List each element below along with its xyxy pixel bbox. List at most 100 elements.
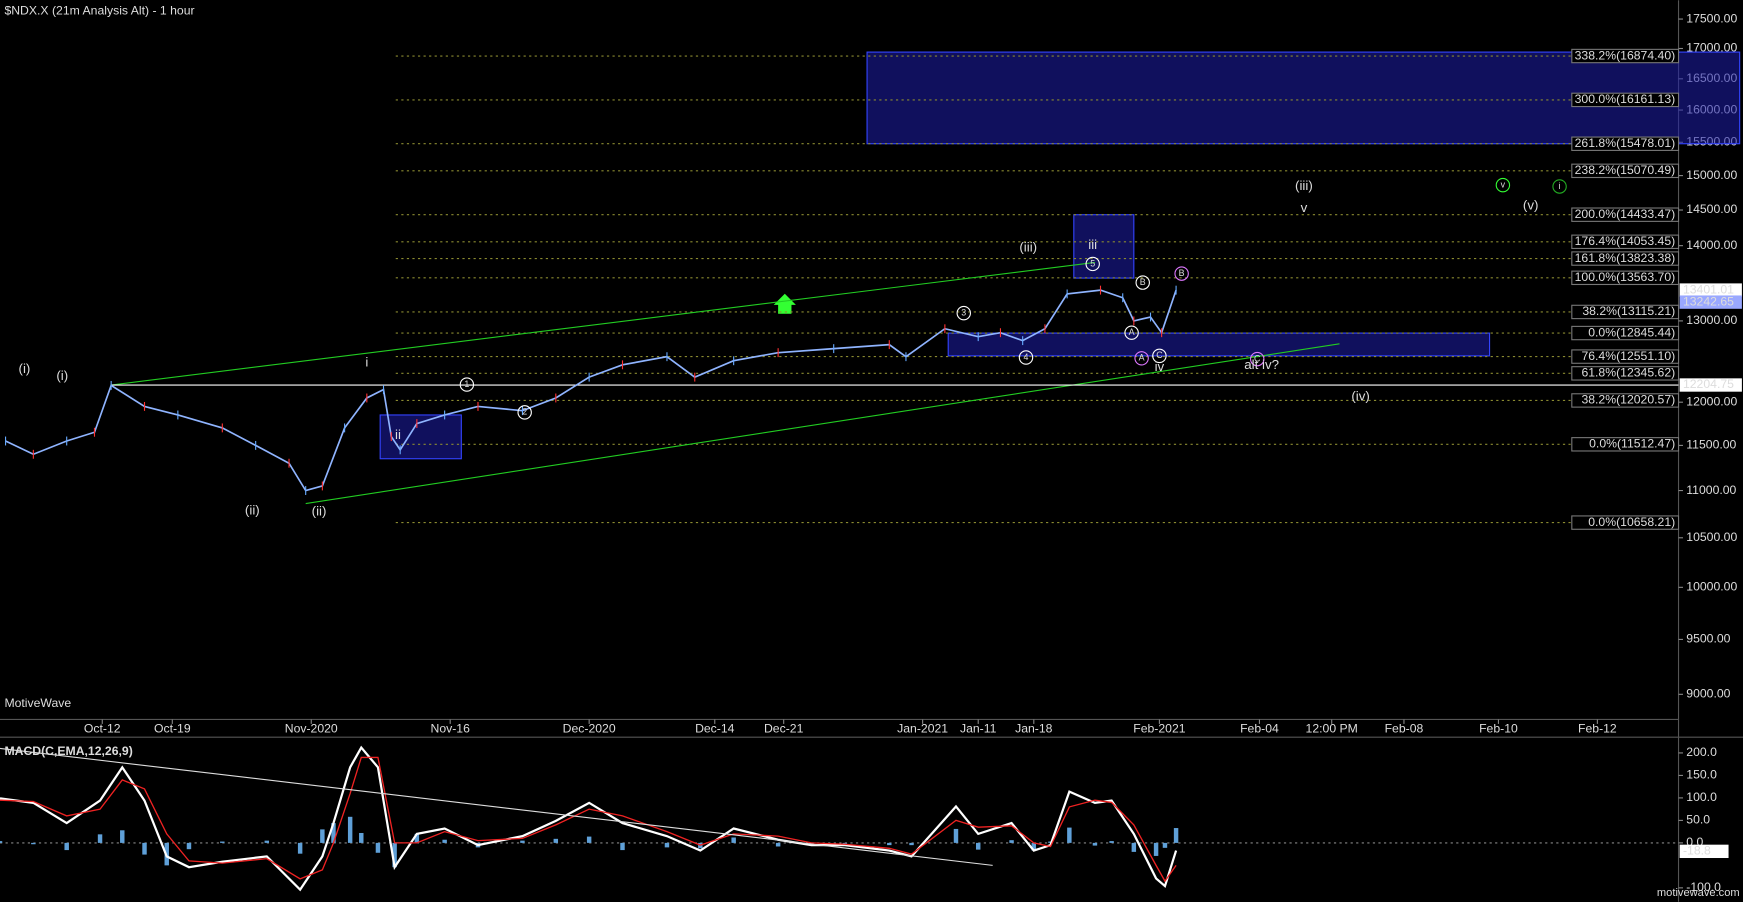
histogram-bar <box>142 842 147 855</box>
y-tick-label: 50.0 <box>1686 813 1710 827</box>
y-tick-label: 13000.00 <box>1686 313 1737 327</box>
wave-label: 4 <box>1024 352 1029 362</box>
wave-label: iii <box>1088 237 1097 252</box>
fib-label: 300.0%(16161.13) <box>1575 92 1676 106</box>
wave-label: v <box>1501 179 1506 189</box>
up-arrow <box>773 293 796 314</box>
x-tick-label: Oct-19 <box>154 722 191 736</box>
histogram-bar <box>120 830 125 843</box>
y-tick-label: 12000.00 <box>1686 394 1737 408</box>
fib-label: 176.4%(14053.45) <box>1575 234 1676 248</box>
histogram-bar <box>64 842 69 851</box>
wave-label: (i) <box>56 368 68 383</box>
wave-label: 5 <box>1090 258 1095 268</box>
histogram-bar <box>1031 842 1037 851</box>
x-tick-label: Jan-11 <box>960 722 997 736</box>
wave-circle <box>1174 266 1189 281</box>
histogram-bar <box>553 838 559 843</box>
histogram-bar <box>392 842 397 868</box>
wave-circle <box>1152 348 1167 364</box>
wave-label: i <box>365 355 368 370</box>
histogram-bar <box>953 828 959 843</box>
histogram-bar <box>331 823 336 843</box>
histogram-bar <box>359 832 364 843</box>
x-tick-label: Dec-14 <box>695 722 735 736</box>
fib-label-bg <box>1571 251 1680 266</box>
fib-label: 100.0%(13563.70) <box>1575 270 1676 284</box>
y-tick-label: 11500.00 <box>1686 438 1736 452</box>
y-tick-label: 10000.00 <box>1686 580 1737 594</box>
trend-line <box>0 747 993 866</box>
price-marker <box>1679 283 1742 297</box>
fib-label: 338.2%(16874.40) <box>1575 48 1676 62</box>
histogram-bar <box>909 842 914 846</box>
y-tick-label: 11000.00 <box>1686 483 1736 497</box>
fib-label: 0.0%(10658.21) <box>1588 515 1675 529</box>
wave-circle <box>1124 325 1139 340</box>
wave-label: A <box>1129 327 1135 337</box>
fib-label: 261.8%(15478.01) <box>1575 136 1676 150</box>
wave-label: 1 <box>464 379 469 389</box>
histogram-bar <box>347 816 353 843</box>
wave-label: 3 <box>961 307 966 317</box>
fib-label-bg <box>1571 136 1680 151</box>
wave-circle <box>1552 179 1567 194</box>
x-tick-label: Feb-2021 <box>1133 722 1186 736</box>
histogram-bar <box>442 839 447 843</box>
histogram-bar <box>1153 842 1159 856</box>
histogram-bar <box>375 842 381 853</box>
fib-label-bg <box>1571 325 1680 341</box>
wave-label: 2 <box>522 407 527 417</box>
wave-label: iv <box>1155 359 1165 374</box>
x-tick-label: Feb-12 <box>1578 722 1617 736</box>
x-tick-label: Feb-10 <box>1479 722 1518 736</box>
wave-label: C <box>1156 350 1163 360</box>
y-tick-label: -100.0 <box>1686 880 1721 894</box>
wave-label: (iii) <box>1019 239 1037 254</box>
macd-title: MACD(C,EMA,12,26,9) <box>4 744 132 758</box>
wave-circle <box>517 405 532 420</box>
histogram-bar <box>887 842 892 846</box>
macd-line <box>0 756 1177 883</box>
x-tick-label: Jan-2021 <box>897 722 948 736</box>
last-value-label: -18.8 <box>1683 844 1711 858</box>
histogram-bar <box>297 842 303 854</box>
histogram-bar <box>1162 842 1168 848</box>
price-marker <box>1679 295 1742 309</box>
x-tick-label: 12:00 PM <box>1306 722 1358 736</box>
fib-label-bg <box>1571 437 1680 452</box>
wave-label: (ii) <box>245 503 260 518</box>
last-value-marker <box>1679 844 1729 859</box>
histogram-bar <box>1009 840 1014 843</box>
fib-label: 0.0%(11512.47) <box>1589 437 1675 451</box>
y-tick-label: 17000.00 <box>1686 41 1737 55</box>
y-tick-label: 14000.00 <box>1686 238 1737 252</box>
histogram-bar <box>0 841 3 843</box>
fib-label: 38.2%(12020.57) <box>1581 393 1675 407</box>
histogram-bar <box>97 834 103 843</box>
fib-label-bg <box>1571 92 1680 108</box>
wave-circle <box>1135 275 1150 290</box>
chart-title: $NDX.X (21m Analysis Alt) - 1 hour <box>4 4 194 18</box>
fib-label: 200.0%(14433.47) <box>1575 207 1676 221</box>
histogram-bar <box>620 842 625 851</box>
y-tick-label: 9500.00 <box>1686 632 1730 646</box>
wave-label: C <box>1254 353 1261 363</box>
fib-label-bg <box>1571 515 1680 530</box>
fib-label: 161.8%(13823.38) <box>1575 251 1676 265</box>
fib-label-bg <box>1571 48 1680 64</box>
y-tick-label: 14500.00 <box>1686 202 1737 216</box>
wave-circle <box>1495 177 1511 193</box>
fib-label: 38.2%(13115.21) <box>1582 304 1675 318</box>
histogram-bar <box>186 842 192 850</box>
wave-circle <box>956 305 971 321</box>
wave-circle <box>1018 350 1034 365</box>
fib-label-bg <box>1571 270 1680 286</box>
fib-label-bg <box>1571 393 1680 408</box>
wave-label: A <box>1139 353 1145 363</box>
wave-label: i <box>1559 181 1561 191</box>
histogram-bar <box>320 829 325 843</box>
trend-line <box>305 343 1340 505</box>
